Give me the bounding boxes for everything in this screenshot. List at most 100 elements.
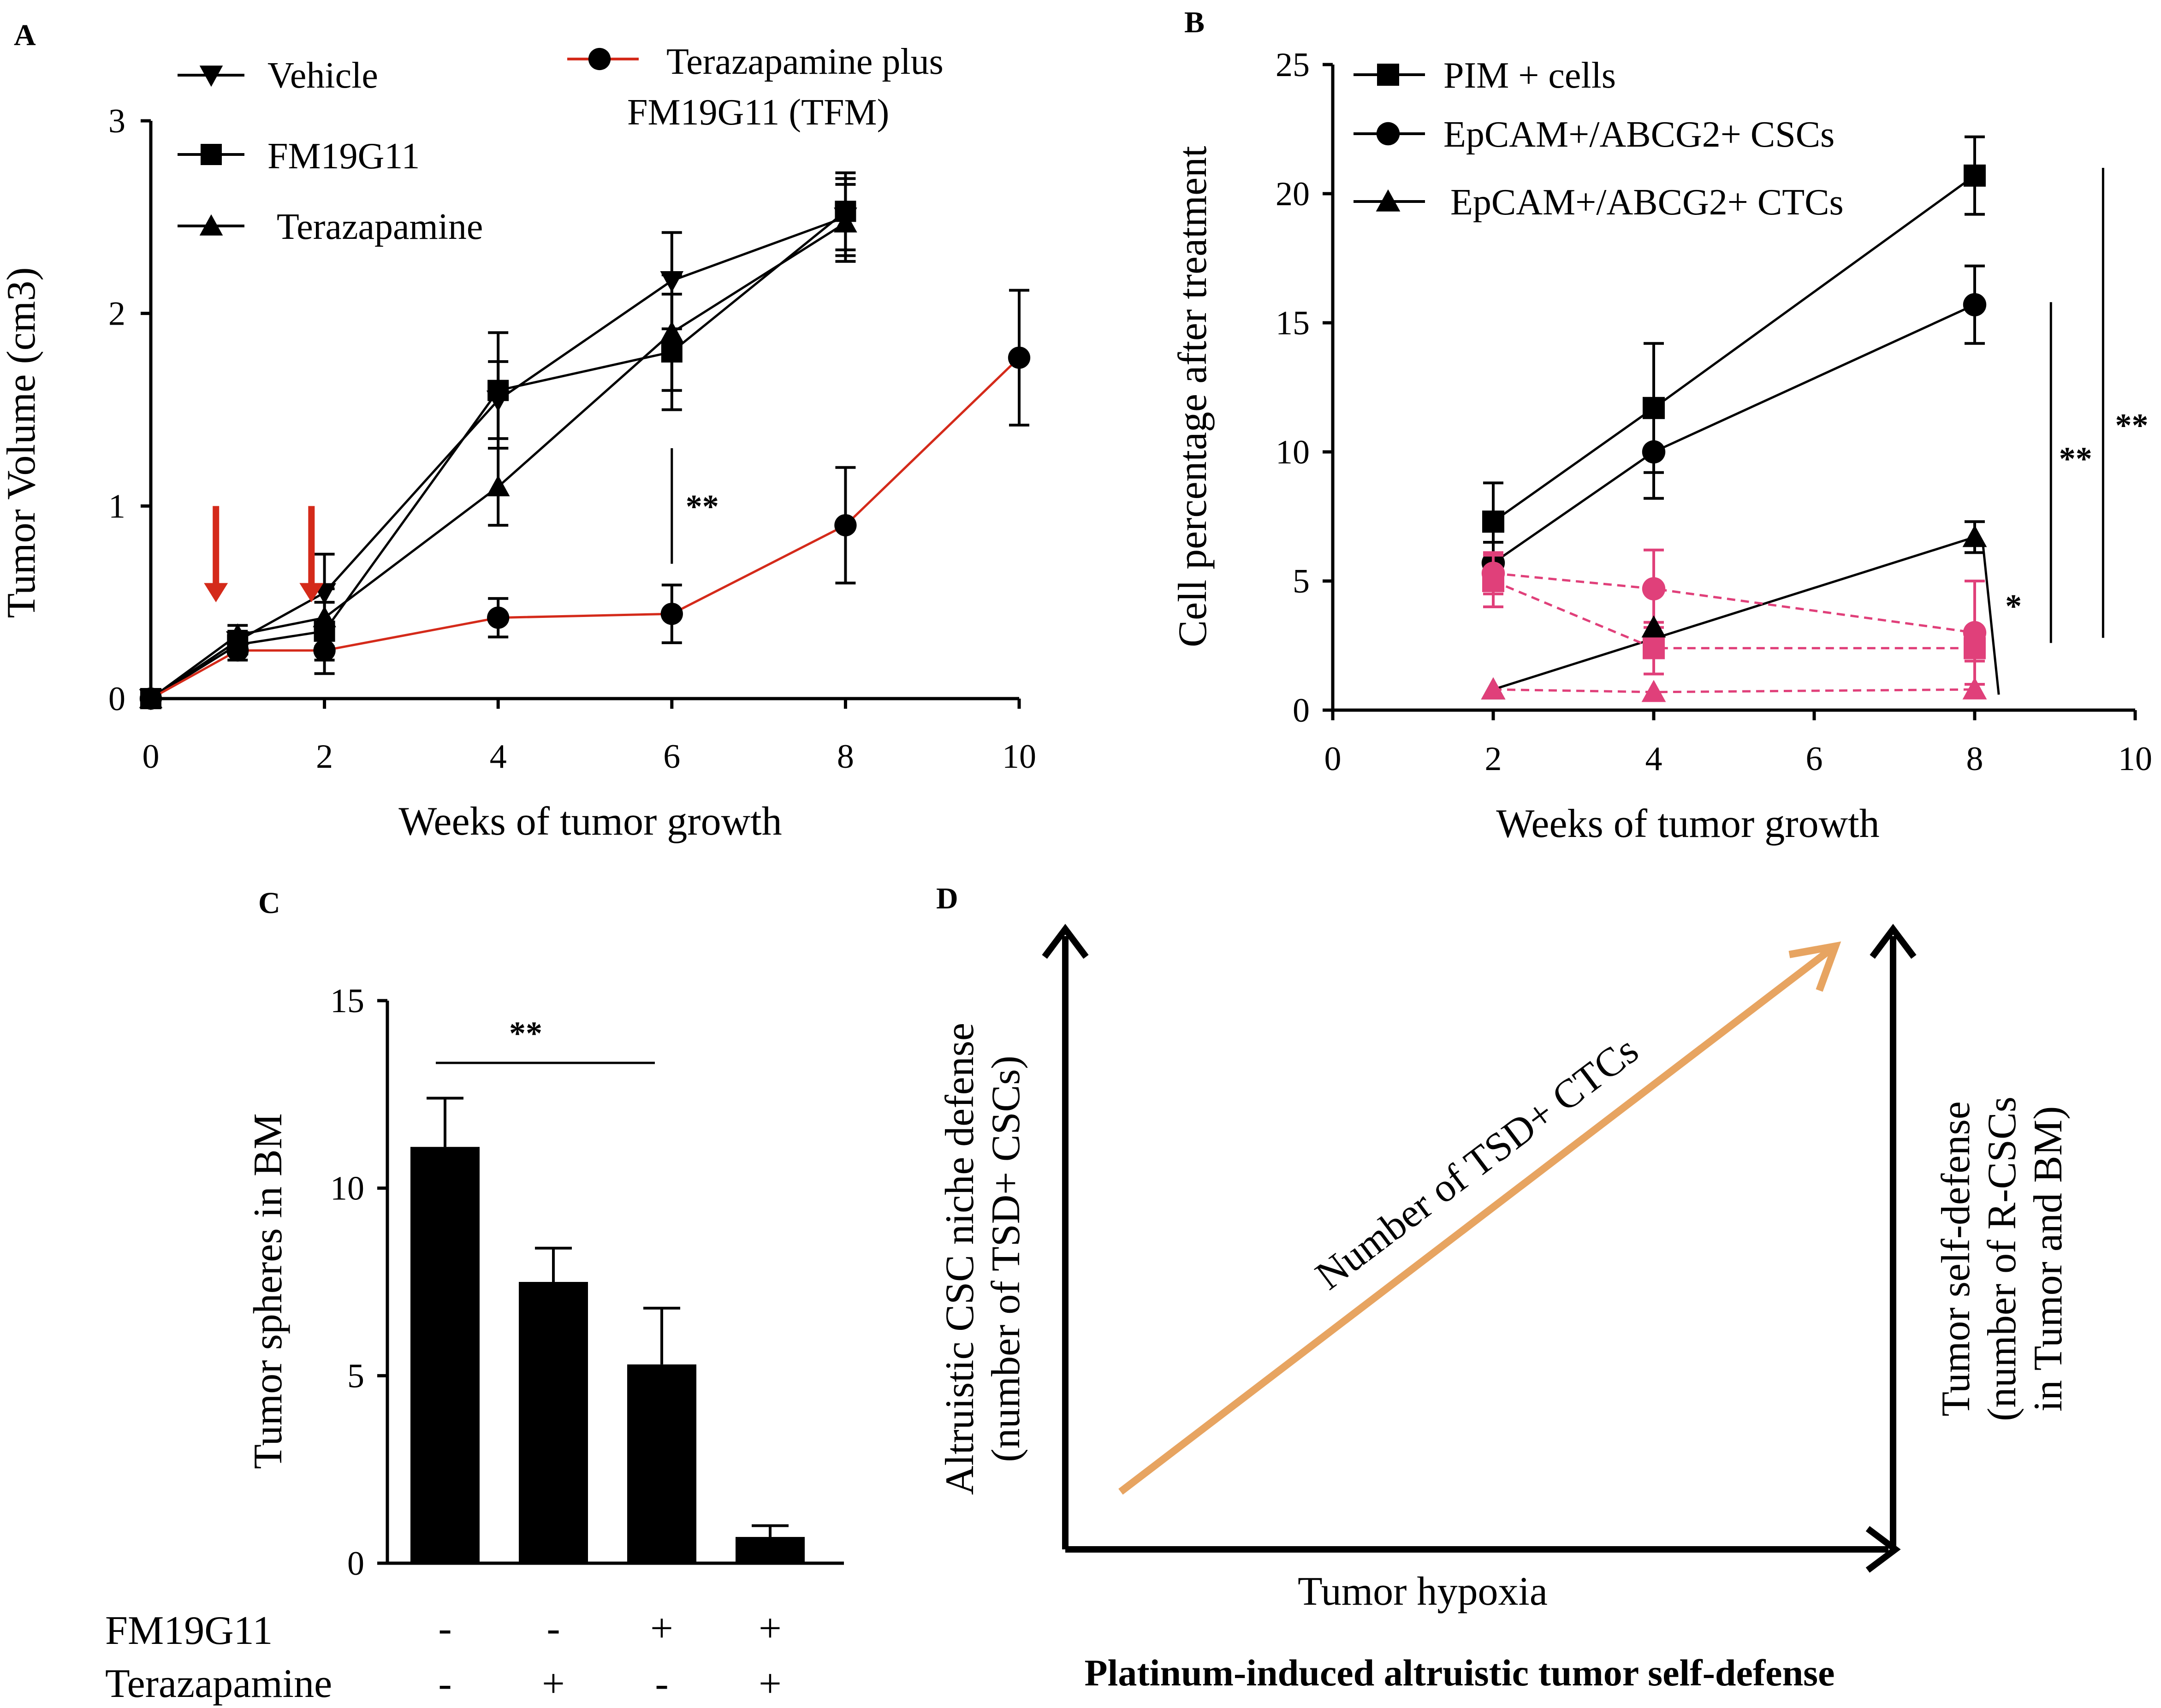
data-point [226,623,249,645]
row-label-terazapamine: Terazapamine [105,1661,332,1706]
y-tick-label: 2 [108,295,125,333]
y-tick-label: 25 [1276,46,1310,84]
panel-b-ylabel: Cell percentage after treatment [1170,146,1215,647]
series-terazapamine-plus-fm19g11-tfm- [139,289,1031,710]
data-point [1008,346,1031,369]
significance-label: ** [2115,407,2149,444]
legend-marker [1377,64,1399,86]
hypoxia-trend-arrowhead [1788,941,1841,992]
series-epcam-abcg2-cscs [1481,264,1987,585]
data-point [1963,293,1987,316]
right-axis-label-line1: Tumor self-defense [1934,1101,1978,1417]
legend-marker [1376,122,1400,146]
x-tick-label: 10 [1002,738,1036,776]
series-epcam-abcg2-cscs-treated- [1481,548,1987,686]
series-epcam-abcg2-ctcs-treated- [1481,677,1987,702]
panel-b-series [1481,135,1987,702]
fm19g11-sign: + [650,1606,673,1651]
panel-b-significance: ***** [1981,168,2149,695]
treatment-arrow-head [204,583,228,603]
significance-label: ** [509,1015,542,1052]
series-pim-cells-treated- [1482,554,1986,676]
x-tick-label: 4 [1645,740,1662,778]
bar-group [627,1306,696,1563]
bar [410,1147,480,1563]
panel-b-label: B [1184,6,1205,39]
right-axis-label-line2: (number of R-CSCs [1980,1097,2024,1421]
panel-c-treatment-signs: - - + + - + - + [438,1606,781,1706]
data-point [1962,525,1987,547]
terazapamine-sign: + [542,1661,565,1706]
left-axis-label-line2: (number of TSD+ CSCs) [984,1056,1028,1462]
series-line [150,216,846,700]
diagram-title: Platinum-induced altruistic tumor self-d… [1085,1652,1835,1694]
panel-c-ylabel: Tumor spheres in BM [246,1113,291,1469]
data-point [1482,510,1504,533]
panel-a-legend: Vehicle FM19G11 Terazapamine Terazapamin… [178,42,944,247]
significance-bar [1981,542,2000,695]
series-line [150,210,846,700]
legend-marker [199,65,223,87]
panel-d: D Number of TSD+ CTCs Tumor hypoxia Altr… [936,882,2071,1694]
data-point [313,606,336,628]
data-point [1481,677,1506,700]
panel-b-xlabel: Weeks of tumor growth [1496,801,1879,846]
data-point [834,211,857,233]
legend-marker [199,214,223,236]
panel-a-axes [141,119,1021,709]
legend-ctc: EpCAM+/ABCG2+ CTCs [1450,182,1844,223]
x-tick-label: 0 [1324,740,1342,778]
bar-group [736,1524,805,1563]
legend-marker [588,47,611,71]
series-line [1492,303,1976,564]
x-tick-label: 6 [663,738,680,776]
x-tick-label: 4 [490,738,507,776]
y-tick-label: 0 [347,1545,364,1583]
x-tick-label: 8 [837,738,854,776]
right-axis-label-line3: in Tumor and BM) [2026,1106,2071,1412]
data-point [487,380,509,401]
data-point [1643,637,1665,659]
legend-tfm-line1: Terazapamine plus [666,42,944,82]
panel-c-significance: ** [436,1015,655,1064]
series-epcam-abcg2-ctcs [1481,520,1987,700]
panel-b: B Cell percentage after treatment Weeks … [1170,6,2152,846]
data-point [1641,615,1666,638]
legend-tfm-line2: FM19G11 (TFM) [627,92,889,133]
data-point [1642,440,1666,464]
x-tick-label: 10 [2118,740,2152,778]
panel-a: A Tumor Volume (cm3) Weeks of tumor grow… [0,18,1036,844]
panel-b-tick-labels: 0 2 4 6 8 10 0 5 10 15 20 25 [1276,46,2152,778]
bar-group [410,1097,480,1563]
data-point [660,603,683,625]
bottom-axis-arrowhead [1865,1526,1901,1573]
significance-label: * [2005,587,2022,624]
data-point [139,687,162,710]
panel-c-tick-labels: 0 5 10 15 [330,982,364,1583]
y-tick-label: 3 [108,102,125,140]
series-terazapamine [139,183,857,708]
bar [519,1282,588,1563]
series-line [1493,688,1975,694]
series-line [1493,572,1975,634]
data-point [1964,164,1986,187]
legend-fm19g11: FM19G11 [267,136,420,177]
x-tick-label: 6 [1806,740,1823,778]
data-point [226,639,249,662]
left-axis-arrowhead [1042,924,1089,959]
legend-terazapamine: Terazapamine [277,207,483,247]
panel-a-significance: ** [671,448,719,564]
panel-b-legend: PIM + cells EpCAM+/ABCG2+ CSCs EpCAM+/AB… [1354,55,1844,223]
x-tick-label: 2 [1485,740,1502,778]
data-point [1963,621,1987,645]
panel-b-axes [1323,63,2137,720]
terazapamine-sign: - [438,1661,451,1706]
hypoxia-trend-arrow [1118,944,1835,1495]
bar-group [519,1246,588,1563]
y-tick-label: 5 [347,1357,364,1395]
panel-a-label: A [14,18,36,52]
panel-a-series [139,171,1031,711]
y-tick-label: 5 [1293,563,1310,600]
terazapamine-sign: + [759,1661,782,1706]
